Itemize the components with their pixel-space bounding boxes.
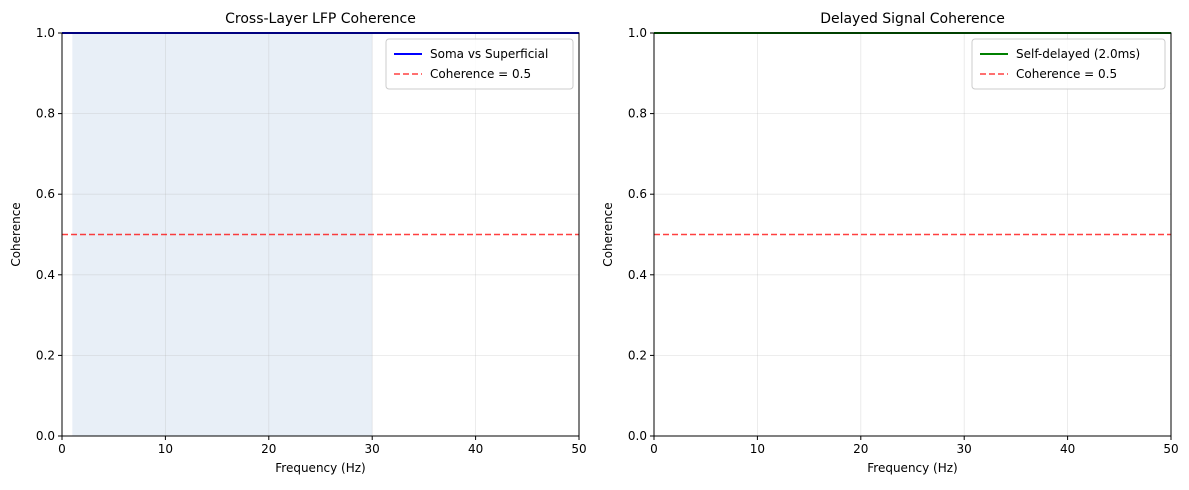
chart-1-x-tick-label-0: 0 [650,442,658,456]
chart-0-x-tick-label-0: 0 [58,442,66,456]
chart-1-x-tick-label-3: 30 [957,442,972,456]
chart-1-x-tick-label-1: 10 [750,442,765,456]
chart-1-title: Delayed Signal Coherence [820,11,1005,27]
chart-0-x-tick-label-2: 20 [261,442,276,456]
chart-1-legend: Self-delayed (2.0ms) Coherence = 0.5 [971,38,1166,90]
chart-1-y-tick-label-4: 0.8 [628,107,647,121]
chart-1-axes-frame [653,32,1172,437]
chart-0-y-tick-label-5: 1.0 [36,26,55,40]
chart-1-y-tick-label-5: 1.0 [628,26,647,40]
chart-1-x-tick-label-5: 50 [1163,442,1178,456]
chart-0-y-tick-label-0: 0.0 [36,429,55,443]
chart-1-y-tick-label-1: 0.2 [628,348,647,362]
chart-0-x-tick-label-5: 50 [571,442,586,456]
chart-1-legend-label-1: Coherence = 0.5 [1016,67,1117,81]
chart-1-y-tick-label-0: 0.0 [628,429,647,443]
chart-0-shaded-band [72,33,373,436]
chart-0-legend-box [385,38,574,90]
chart-0-title: Cross-Layer LFP Coherence [225,11,416,27]
chart-0-x-axis-label: Frequency (Hz) [275,461,366,475]
chart-0-y-tick-label-4: 0.8 [36,107,55,121]
chart-0-x-tick-label-3: 30 [365,442,380,456]
chart-1-y-axis-label: Coherence [601,202,615,266]
chart-0-axes-frame [61,32,580,437]
chart-1-legend-label-0: Self-delayed (2.0ms) [1016,47,1140,61]
chart-1-x-axis-label: Frequency (Hz) [867,461,958,475]
chart-0-legend: Soma vs Superficial Coherence = 0.5 [385,38,574,90]
chart-0-y-tick-label-2: 0.4 [36,268,55,282]
chart-1-x-tick-label-4: 40 [1060,442,1075,456]
chart-0-legend-label-0: Soma vs Superficial [430,47,548,61]
chart-0-y-axis-label: Coherence [9,202,23,266]
chart-1-y-tick-label-2: 0.4 [628,268,647,282]
chart-0-x-tick-label-4: 40 [468,442,483,456]
chart-1-x-tick-label-2: 20 [853,442,868,456]
chart-0-y-tick-label-1: 0.2 [36,348,55,362]
chart-0-y-tick-label-3: 0.6 [36,187,55,201]
chart-panel-delayed-signal: 0 10 20 30 40 50 0.0 0.2 0.4 0.6 0.8 1.0 Delayed Sig… [601,11,1179,475]
chart-panel-cross-layer: 0 10 20 30 40 50 0.0 0.2 0.4 0.6 0.8 1.0 Cross-Layer… [9,11,587,475]
chart-1-y-tick-label-3: 0.6 [628,187,647,201]
chart-0-x-tick-label-1: 10 [158,442,173,456]
chart-0-legend-label-1: Coherence = 0.5 [430,67,531,81]
chart-1-legend-box [971,38,1166,90]
